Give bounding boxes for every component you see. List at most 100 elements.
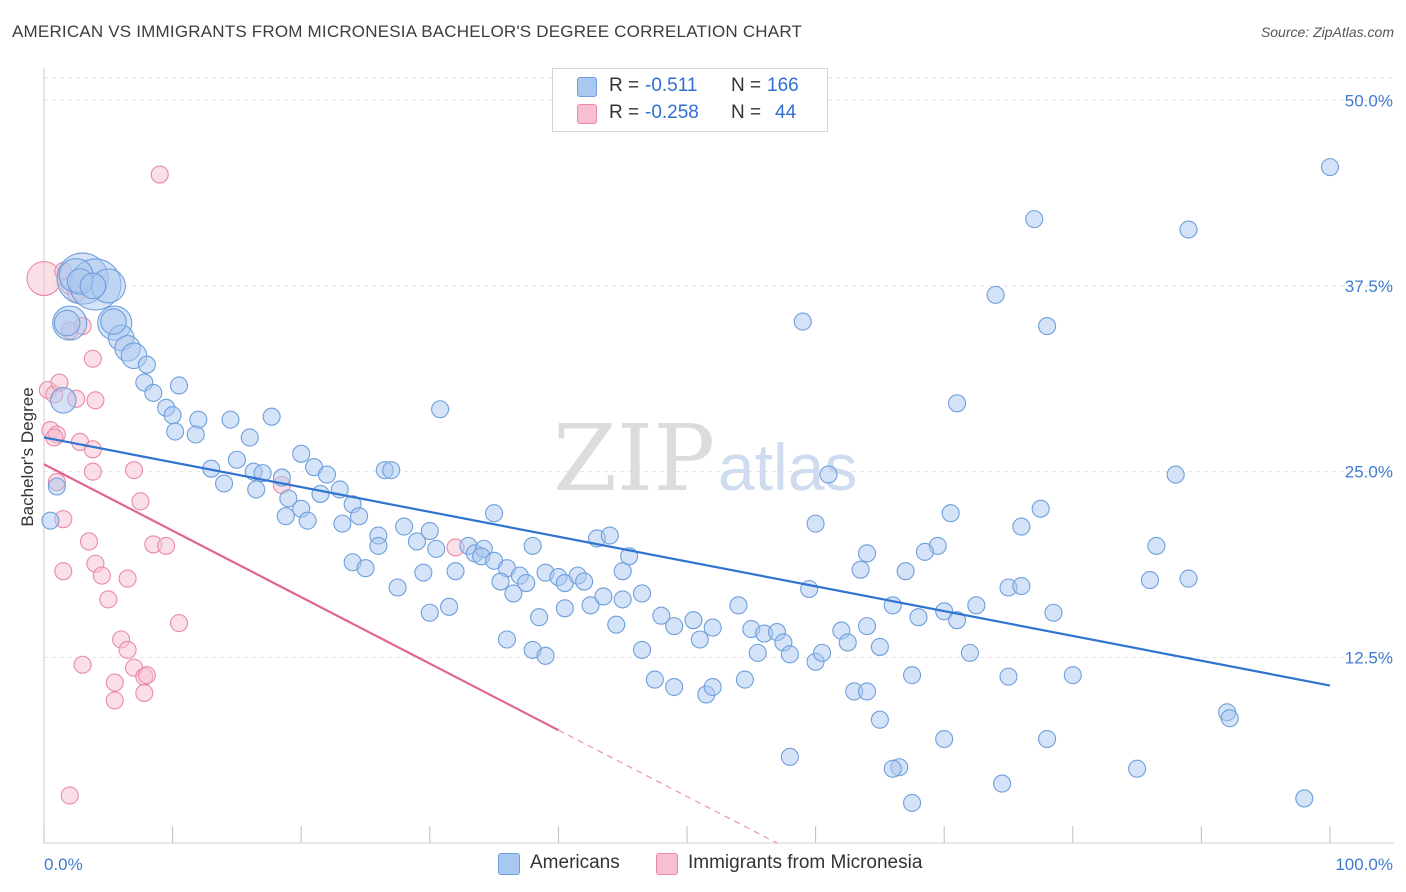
- y-tick-label: 50.0%: [1345, 91, 1393, 110]
- american-point: [497, 630, 517, 649]
- american-point: [1147, 536, 1166, 555]
- american-point: [690, 630, 709, 649]
- american-point: [1179, 220, 1198, 239]
- y-tick-label: 12.5%: [1345, 648, 1393, 667]
- micronesia-swatch: [656, 853, 678, 875]
- american-point: [1220, 709, 1239, 728]
- american-point: [645, 670, 664, 689]
- american-point: [555, 599, 574, 618]
- micronesia-point: [73, 655, 92, 674]
- american-point: [857, 682, 877, 701]
- r-value: -0.511: [645, 75, 698, 96]
- american-point: [420, 603, 439, 622]
- american-point: [1320, 158, 1340, 177]
- american-point: [317, 465, 336, 484]
- american-point: [311, 484, 330, 503]
- american-point: [851, 560, 870, 579]
- american-point: [504, 584, 523, 603]
- americans-swatch: [577, 77, 597, 97]
- american-point: [896, 562, 915, 581]
- american-point: [665, 617, 684, 636]
- american-point: [1031, 499, 1050, 518]
- chart-title: AMERICAN VS IMMIGRANTS FROM MICRONESIA B…: [12, 22, 803, 41]
- micronesia-point: [79, 532, 99, 551]
- american-point: [1166, 465, 1185, 484]
- american-point: [523, 536, 542, 555]
- american-point: [1063, 666, 1082, 685]
- american-point: [999, 667, 1018, 686]
- american-point: [420, 522, 439, 541]
- american-point: [221, 410, 240, 429]
- micronesia-point: [105, 673, 124, 692]
- n-label: N =: [731, 102, 762, 123]
- american-point: [407, 532, 426, 551]
- american-point: [163, 406, 182, 425]
- y-tick-labels: 12.5% 25.0% 37.5% 50.0%: [1345, 91, 1393, 667]
- american-point: [53, 309, 81, 337]
- american-point: [780, 645, 799, 664]
- american-point: [395, 517, 414, 536]
- r-value: -0.258: [645, 102, 699, 123]
- americans-swatch: [498, 853, 520, 875]
- american-point: [1012, 576, 1031, 596]
- american-point: [941, 504, 960, 523]
- micronesia-point: [124, 461, 144, 480]
- american-point: [575, 572, 594, 591]
- american-point: [780, 747, 799, 766]
- micronesia-point: [83, 462, 102, 481]
- american-point: [333, 514, 352, 533]
- american-point: [748, 643, 767, 662]
- micronesia-point: [169, 614, 189, 633]
- american-point: [1044, 603, 1063, 622]
- micronesia-trend-line: [43, 463, 559, 732]
- american-point: [703, 618, 722, 637]
- y-axis-label: Bachelor's Degree: [18, 387, 37, 526]
- american-point: [915, 542, 934, 561]
- american-point: [632, 584, 652, 603]
- american-point: [298, 511, 317, 530]
- american-point: [857, 544, 877, 563]
- american-point: [1025, 210, 1044, 229]
- american-point: [350, 507, 369, 526]
- micronesia-point: [118, 569, 137, 588]
- american-point: [388, 578, 407, 597]
- american-point: [49, 387, 77, 414]
- american-point: [431, 400, 450, 419]
- american-point: [967, 596, 986, 615]
- american-point: [79, 272, 107, 300]
- american-point: [838, 633, 857, 652]
- american-point: [292, 444, 311, 463]
- micronesia-point: [137, 666, 156, 685]
- micronesia-point: [150, 165, 169, 184]
- american-point: [227, 450, 246, 469]
- watermark: ZIP atlas: [553, 405, 857, 512]
- american-point: [166, 422, 185, 441]
- micronesia-point: [60, 786, 79, 805]
- american-point: [652, 606, 671, 625]
- american-point: [427, 539, 446, 558]
- x-tick-label-min: 0.0%: [44, 855, 83, 874]
- american-point: [1038, 729, 1057, 749]
- american-point: [414, 563, 433, 582]
- american-point: [1038, 317, 1057, 336]
- american-point: [819, 465, 838, 484]
- american-point: [993, 774, 1012, 793]
- american-point: [262, 407, 281, 426]
- micronesia-point: [92, 566, 111, 585]
- american-point: [253, 464, 272, 483]
- micronesia-trend-extension: [558, 729, 778, 844]
- american-point: [613, 590, 632, 609]
- american-point: [665, 677, 684, 697]
- american-point: [279, 489, 298, 508]
- american-point: [870, 637, 889, 656]
- american-point: [137, 355, 156, 374]
- american-point: [446, 562, 465, 581]
- y-tick-label: 37.5%: [1345, 277, 1393, 296]
- american-point: [948, 394, 967, 413]
- x-axis: [43, 68, 1394, 844]
- american-point: [581, 596, 600, 615]
- n-value: 44: [775, 102, 797, 123]
- y-tick-label: 25.0%: [1345, 463, 1393, 482]
- american-point: [517, 573, 536, 593]
- trend-lines: [43, 436, 1331, 844]
